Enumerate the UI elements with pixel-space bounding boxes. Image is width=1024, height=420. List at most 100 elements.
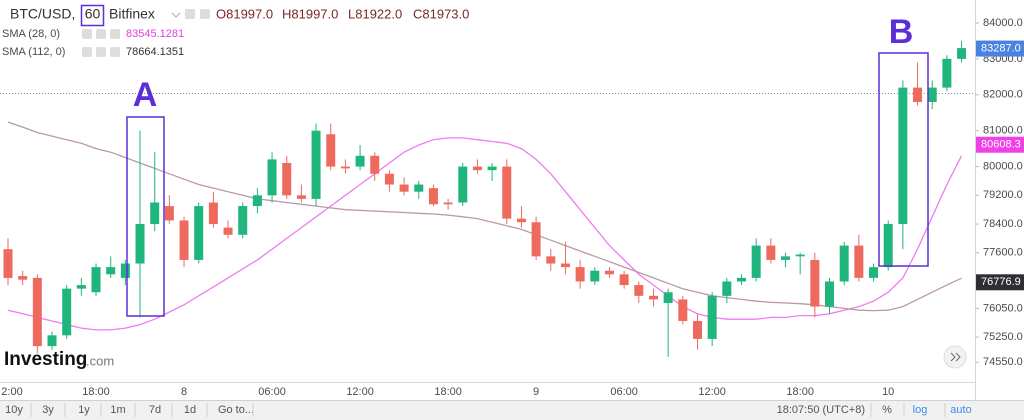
icon[interactable] (82, 47, 92, 57)
candle-body (487, 166, 497, 171)
x-tick-label: 18:00 (82, 386, 110, 398)
toolbar (0, 400, 1024, 420)
exchange: Bitfinex (109, 6, 155, 22)
icon[interactable] (110, 29, 120, 39)
candle-body (575, 267, 585, 282)
candle-body (942, 58, 952, 88)
price-tag-label: 76776.9 (981, 276, 1021, 288)
candle-body (399, 184, 409, 192)
range-button[interactable]: 7d (149, 404, 161, 416)
ohlc-open: O81997.0 (216, 6, 273, 21)
range-button[interactable]: Go to... (218, 404, 254, 416)
candle-body (296, 195, 306, 199)
range-button[interactable]: 10y (5, 404, 23, 416)
dropdown-icon[interactable] (171, 12, 181, 18)
candle-body (722, 281, 732, 296)
candle-body (502, 166, 512, 219)
candle-body (326, 134, 336, 167)
price-tag-label: 80608.3 (981, 139, 1021, 151)
y-tick-label: 77600.0 (983, 247, 1023, 259)
y-tick-label: 84000.0 (983, 17, 1023, 29)
interval-box (80, 4, 105, 27)
candle-body (208, 202, 218, 225)
y-tick-label: 81000.0 (983, 125, 1023, 137)
price-tag-label: 83287.0 (981, 42, 1021, 54)
candle-body (3, 249, 13, 278)
toolbar-items: 10y 3y 1y 1m 7d 1d Go to... 18:07:50 (UTC+8)% lo… (5, 403, 972, 417)
candle-body (223, 227, 233, 235)
scale-button[interactable]: auto (950, 404, 971, 416)
x-tick-label: 9 (533, 386, 539, 398)
icon[interactable] (82, 29, 92, 39)
candle-body (282, 162, 292, 196)
candle-body (428, 188, 438, 205)
candle-body (252, 195, 262, 207)
indicator-value: 78664.1351 (126, 46, 184, 58)
candle-body (957, 48, 967, 59)
x-tick-label: 06:00 (258, 386, 286, 398)
candle-body (76, 285, 86, 289)
ohlc-low: L81922.0 (348, 6, 402, 21)
x-tick-label: 18:00 (434, 386, 462, 398)
candle-body (47, 335, 57, 347)
icon[interactable] (110, 47, 120, 57)
candle-body (120, 263, 130, 278)
candle-body (443, 202, 453, 205)
candle-body (854, 245, 864, 278)
candle-body (560, 263, 570, 268)
candle-body (384, 173, 394, 185)
range-button[interactable]: 1y (78, 404, 90, 416)
candle-body (458, 166, 468, 203)
range-button[interactable]: 1m (110, 404, 125, 416)
candle-body (663, 292, 673, 304)
scale-button[interactable]: % (882, 404, 892, 416)
symbol: BTC/USD, (10, 6, 75, 22)
icon[interactable] (96, 29, 106, 39)
icon[interactable] (200, 9, 210, 19)
indicator-name: SMA (112, 0) (2, 46, 65, 58)
range-button[interactable]: 3y (42, 404, 54, 416)
candle-body (913, 87, 923, 102)
candle-body (91, 267, 101, 293)
x-tick-label: 2:00 (1, 386, 22, 398)
y-tick-label: 80000.0 (983, 160, 1023, 172)
interval: 60 (85, 6, 101, 22)
candle-body (737, 277, 746, 282)
icon[interactable] (96, 47, 106, 57)
candle-body (678, 299, 688, 321)
scale-button[interactable]: log (913, 404, 928, 416)
sma-line (7, 137, 963, 331)
candle-body (781, 256, 791, 260)
candle-body (135, 224, 145, 264)
candle-body (692, 320, 702, 339)
candle-body (546, 256, 556, 264)
candle-body (619, 274, 629, 286)
scroll-icon (950, 352, 961, 362)
candle-body (311, 130, 321, 199)
x-tick-label: 06:00 (610, 386, 638, 398)
x-tick-label: 12:00 (346, 386, 374, 398)
clock: 18:07:50 (UTC+8) (777, 404, 865, 416)
candle-body (355, 155, 365, 167)
candle-body (707, 295, 717, 339)
candle-body (766, 245, 776, 260)
candle-body (795, 254, 805, 257)
candle-body (194, 206, 204, 260)
range-button[interactable]: 1d (184, 404, 196, 416)
x-tick-label: 12:00 (698, 386, 726, 398)
candle-body (604, 270, 614, 275)
candle-body (370, 155, 380, 174)
candle-body (179, 220, 189, 260)
y-tick-label: 82000.0 (983, 89, 1023, 101)
candle-body (32, 277, 42, 347)
indicator-name: SMA (28, 0) (2, 28, 60, 40)
y-tick-label: 79200.0 (983, 189, 1023, 201)
candle-body (898, 87, 908, 225)
candle-body (810, 259, 820, 307)
candle-body (340, 166, 350, 169)
candle-body (869, 267, 879, 278)
icon[interactable] (185, 9, 195, 19)
ohlc-close: C81973.0 (413, 6, 469, 21)
watermark: Investing (4, 349, 87, 370)
